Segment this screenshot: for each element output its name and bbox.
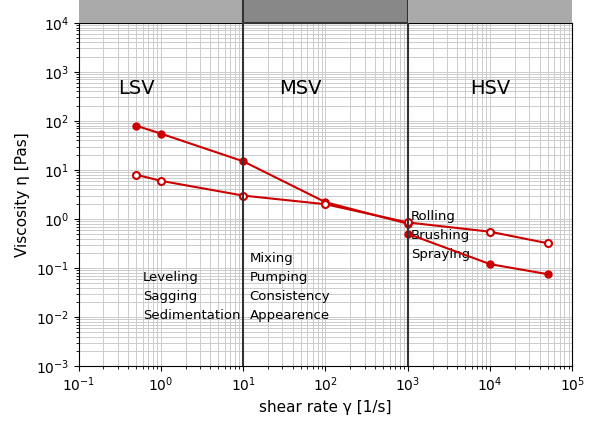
Text: LSV: LSV: [118, 80, 154, 98]
Text: Rolling
Brushing
Spraying: Rolling Brushing Spraying: [411, 210, 470, 261]
Text: At Rest: At Rest: [124, 0, 198, 12]
Text: Performance: Performance: [425, 0, 555, 12]
Text: Mixing
Pumping
Consistency
Appearence: Mixing Pumping Consistency Appearence: [250, 252, 331, 322]
X-axis label: shear rate γ [1/s]: shear rate γ [1/s]: [259, 400, 392, 415]
Y-axis label: Viscosity η [Pas]: Viscosity η [Pas]: [15, 132, 30, 257]
Text: Processing: Processing: [271, 0, 380, 12]
Text: MSV: MSV: [280, 80, 322, 98]
Text: Leveling
Sagging
Sedimentation: Leveling Sagging Sedimentation: [143, 271, 240, 322]
Text: HSV: HSV: [470, 80, 510, 98]
